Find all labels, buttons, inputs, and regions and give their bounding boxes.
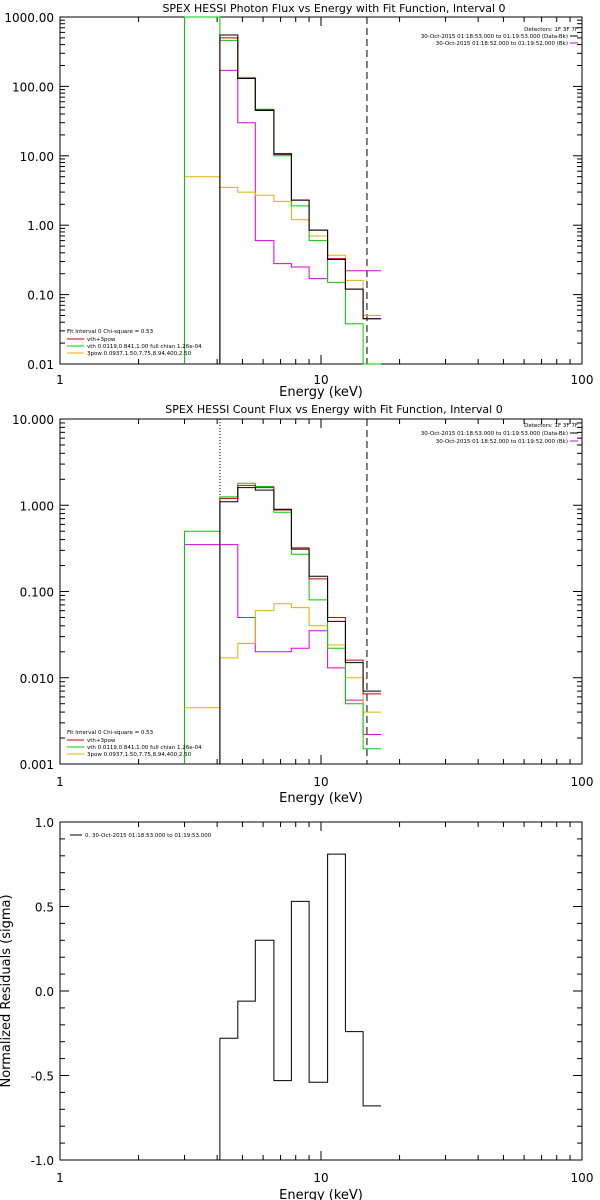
- y-tick-label: 1.0: [35, 816, 54, 830]
- series-line-4: [219, 69, 382, 364]
- y-tick-label: -1.0: [31, 1154, 54, 1168]
- x-tick-label: 100: [571, 1171, 594, 1185]
- legend-vth-3pow: vth+3pow: [87, 337, 116, 343]
- photon-flux-panel: SPEX HESSI Photon Flux vs Energy with Fi…: [4, 2, 593, 400]
- y-tick-label: 0.100: [20, 586, 54, 600]
- x-tick-label: 1: [56, 775, 64, 789]
- detectors-label: Detectors: 1F 3F 7F: [524, 423, 578, 429]
- data-interval-label: 30-Oct-2015 01:18:53.000 to 01:19:53.000…: [421, 34, 568, 40]
- background-interval-label: 30-Oct-2015 01:18:52.000 to 01:19:52.000…: [436, 41, 568, 47]
- y-tick-label: 0.10: [27, 289, 54, 303]
- count-flux-x-axis-label: Energy (keV): [279, 791, 363, 806]
- series-line-0: [219, 34, 382, 364]
- y-tick-label: 0.0: [35, 985, 54, 999]
- count-flux-title: SPEX HESSI Count Flux vs Energy with Fit…: [165, 403, 502, 416]
- series-line-4: [184, 544, 382, 764]
- residuals-series: [219, 853, 382, 1160]
- count-flux-series: [184, 419, 382, 764]
- count-flux-legend: Fit Interval 0 Chi-square = 0.53 vth+3po…: [67, 730, 202, 758]
- residuals-panel: -1.0 -0.5 0.0 0.5 1.0 1 10 100 Energy (k…: [0, 816, 593, 1200]
- count-flux-x-tick-labels: 1 10 100: [56, 775, 593, 789]
- photon-flux-header: Detectors: 1F 3F 7F 30-Oct-2015 01:18:53…: [421, 27, 578, 47]
- photon-flux-plot-frame: [59, 16, 583, 365]
- legend-fit-interval: Fit Interval 0 Chi-square = 0.53: [67, 329, 154, 335]
- legend-vth: vth 0.0119,0.841,1.00 full chian 1.26e-0…: [87, 745, 202, 751]
- y-tick-label: 1.00: [27, 219, 54, 233]
- residuals-y-tick-labels: -1.0 -0.5 0.0 0.5 1.0: [31, 816, 54, 1168]
- background-interval-label: 30-Oct-2015 01:18:52.000 to 01:19:52.000…: [436, 439, 568, 445]
- photon-flux-series: [184, 16, 382, 365]
- series-line-1: [219, 484, 382, 764]
- count-flux-axis-ticks: [59, 418, 583, 765]
- series-line-3: [184, 603, 382, 764]
- residuals-legend: 0. 30-Oct-2015 01:18:53.000 to 01:19:53.…: [70, 833, 212, 839]
- legend-3pow: 3pow 0.0937,1.50,7.75,8.94,400,2.50: [87, 752, 192, 758]
- residuals-x-tick-labels: 1 10 100: [56, 1171, 593, 1185]
- photon-flux-x-tick-labels: 1 10 100: [56, 373, 593, 387]
- count-flux-panel: SPEX HESSI Count Flux vs Energy with Fit…: [12, 403, 593, 806]
- y-tick-label: 0.5: [35, 901, 54, 915]
- series-line-0: [219, 487, 382, 764]
- y-tick-label: 0.001: [20, 758, 54, 772]
- count-flux-header: Detectors: 1F 3F 7F 30-Oct-2015 01:18:53…: [421, 423, 578, 445]
- y-tick-label: 10.000: [12, 413, 54, 427]
- series-line-0: [219, 853, 382, 1160]
- legend-3pow: 3pow 0.0937,1.50,7.75,8.94,400,2.50: [87, 351, 192, 357]
- y-tick-label: 0.010: [20, 672, 54, 686]
- photon-flux-y-tick-labels: 0.01 0.10 1.00 10.00 100.00 1000.00: [4, 11, 54, 372]
- x-tick-label: 10: [313, 373, 328, 387]
- y-tick-label: 1000.00: [4, 11, 54, 25]
- residuals-x-axis-label: Energy (keV): [279, 1188, 363, 1200]
- series-line-2: [184, 482, 382, 764]
- y-tick-label: -0.5: [31, 1070, 54, 1084]
- detectors-label: Detectors: 1F 3F 7F: [524, 27, 578, 33]
- residuals-y-axis-label: Normalized Residuals (sigma): [0, 894, 14, 1087]
- x-tick-label: 100: [571, 373, 594, 387]
- x-tick-label: 10: [313, 1171, 328, 1185]
- photon-flux-axis-ticks: [59, 16, 583, 365]
- y-tick-label: 100.00: [12, 80, 54, 94]
- x-tick-label: 100: [571, 775, 594, 789]
- series-line-1: [219, 37, 382, 364]
- count-flux-plot-frame: [59, 418, 583, 765]
- y-tick-label: 0.01: [27, 358, 54, 372]
- x-tick-label: 1: [56, 373, 64, 387]
- legend-fit-interval: Fit Interval 0 Chi-square = 0.53: [67, 730, 154, 736]
- series-line-2: [184, 16, 382, 365]
- data-interval-label: 30-Oct-2015 01:18:53.000 to 01:19:53.000…: [421, 431, 568, 437]
- x-tick-label: 1: [56, 1171, 64, 1185]
- photon-flux-title: SPEX HESSI Photon Flux vs Energy with Fi…: [162, 2, 505, 15]
- count-flux-y-tick-labels: 0.001 0.010 0.100 1.000 10.000: [12, 413, 54, 772]
- photon-flux-legend: Fit Interval 0 Chi-square = 0.53 vth+3po…: [67, 329, 202, 357]
- y-tick-label: 10.00: [20, 150, 54, 164]
- photon-flux-x-axis-label: Energy (keV): [279, 385, 363, 400]
- legend-vth: vth 0.0119,0.841,1.00 full chian 1.26e-0…: [87, 344, 202, 350]
- legend-vth-3pow: vth+3pow: [87, 738, 116, 744]
- residuals-plot-frame: [59, 821, 583, 1161]
- x-tick-label: 10: [313, 775, 328, 789]
- legend-residuals: 0. 30-Oct-2015 01:18:53.000 to 01:19:53.…: [85, 833, 212, 839]
- y-tick-label: 1.000: [20, 499, 54, 513]
- residuals-axis-ticks: [59, 821, 583, 1161]
